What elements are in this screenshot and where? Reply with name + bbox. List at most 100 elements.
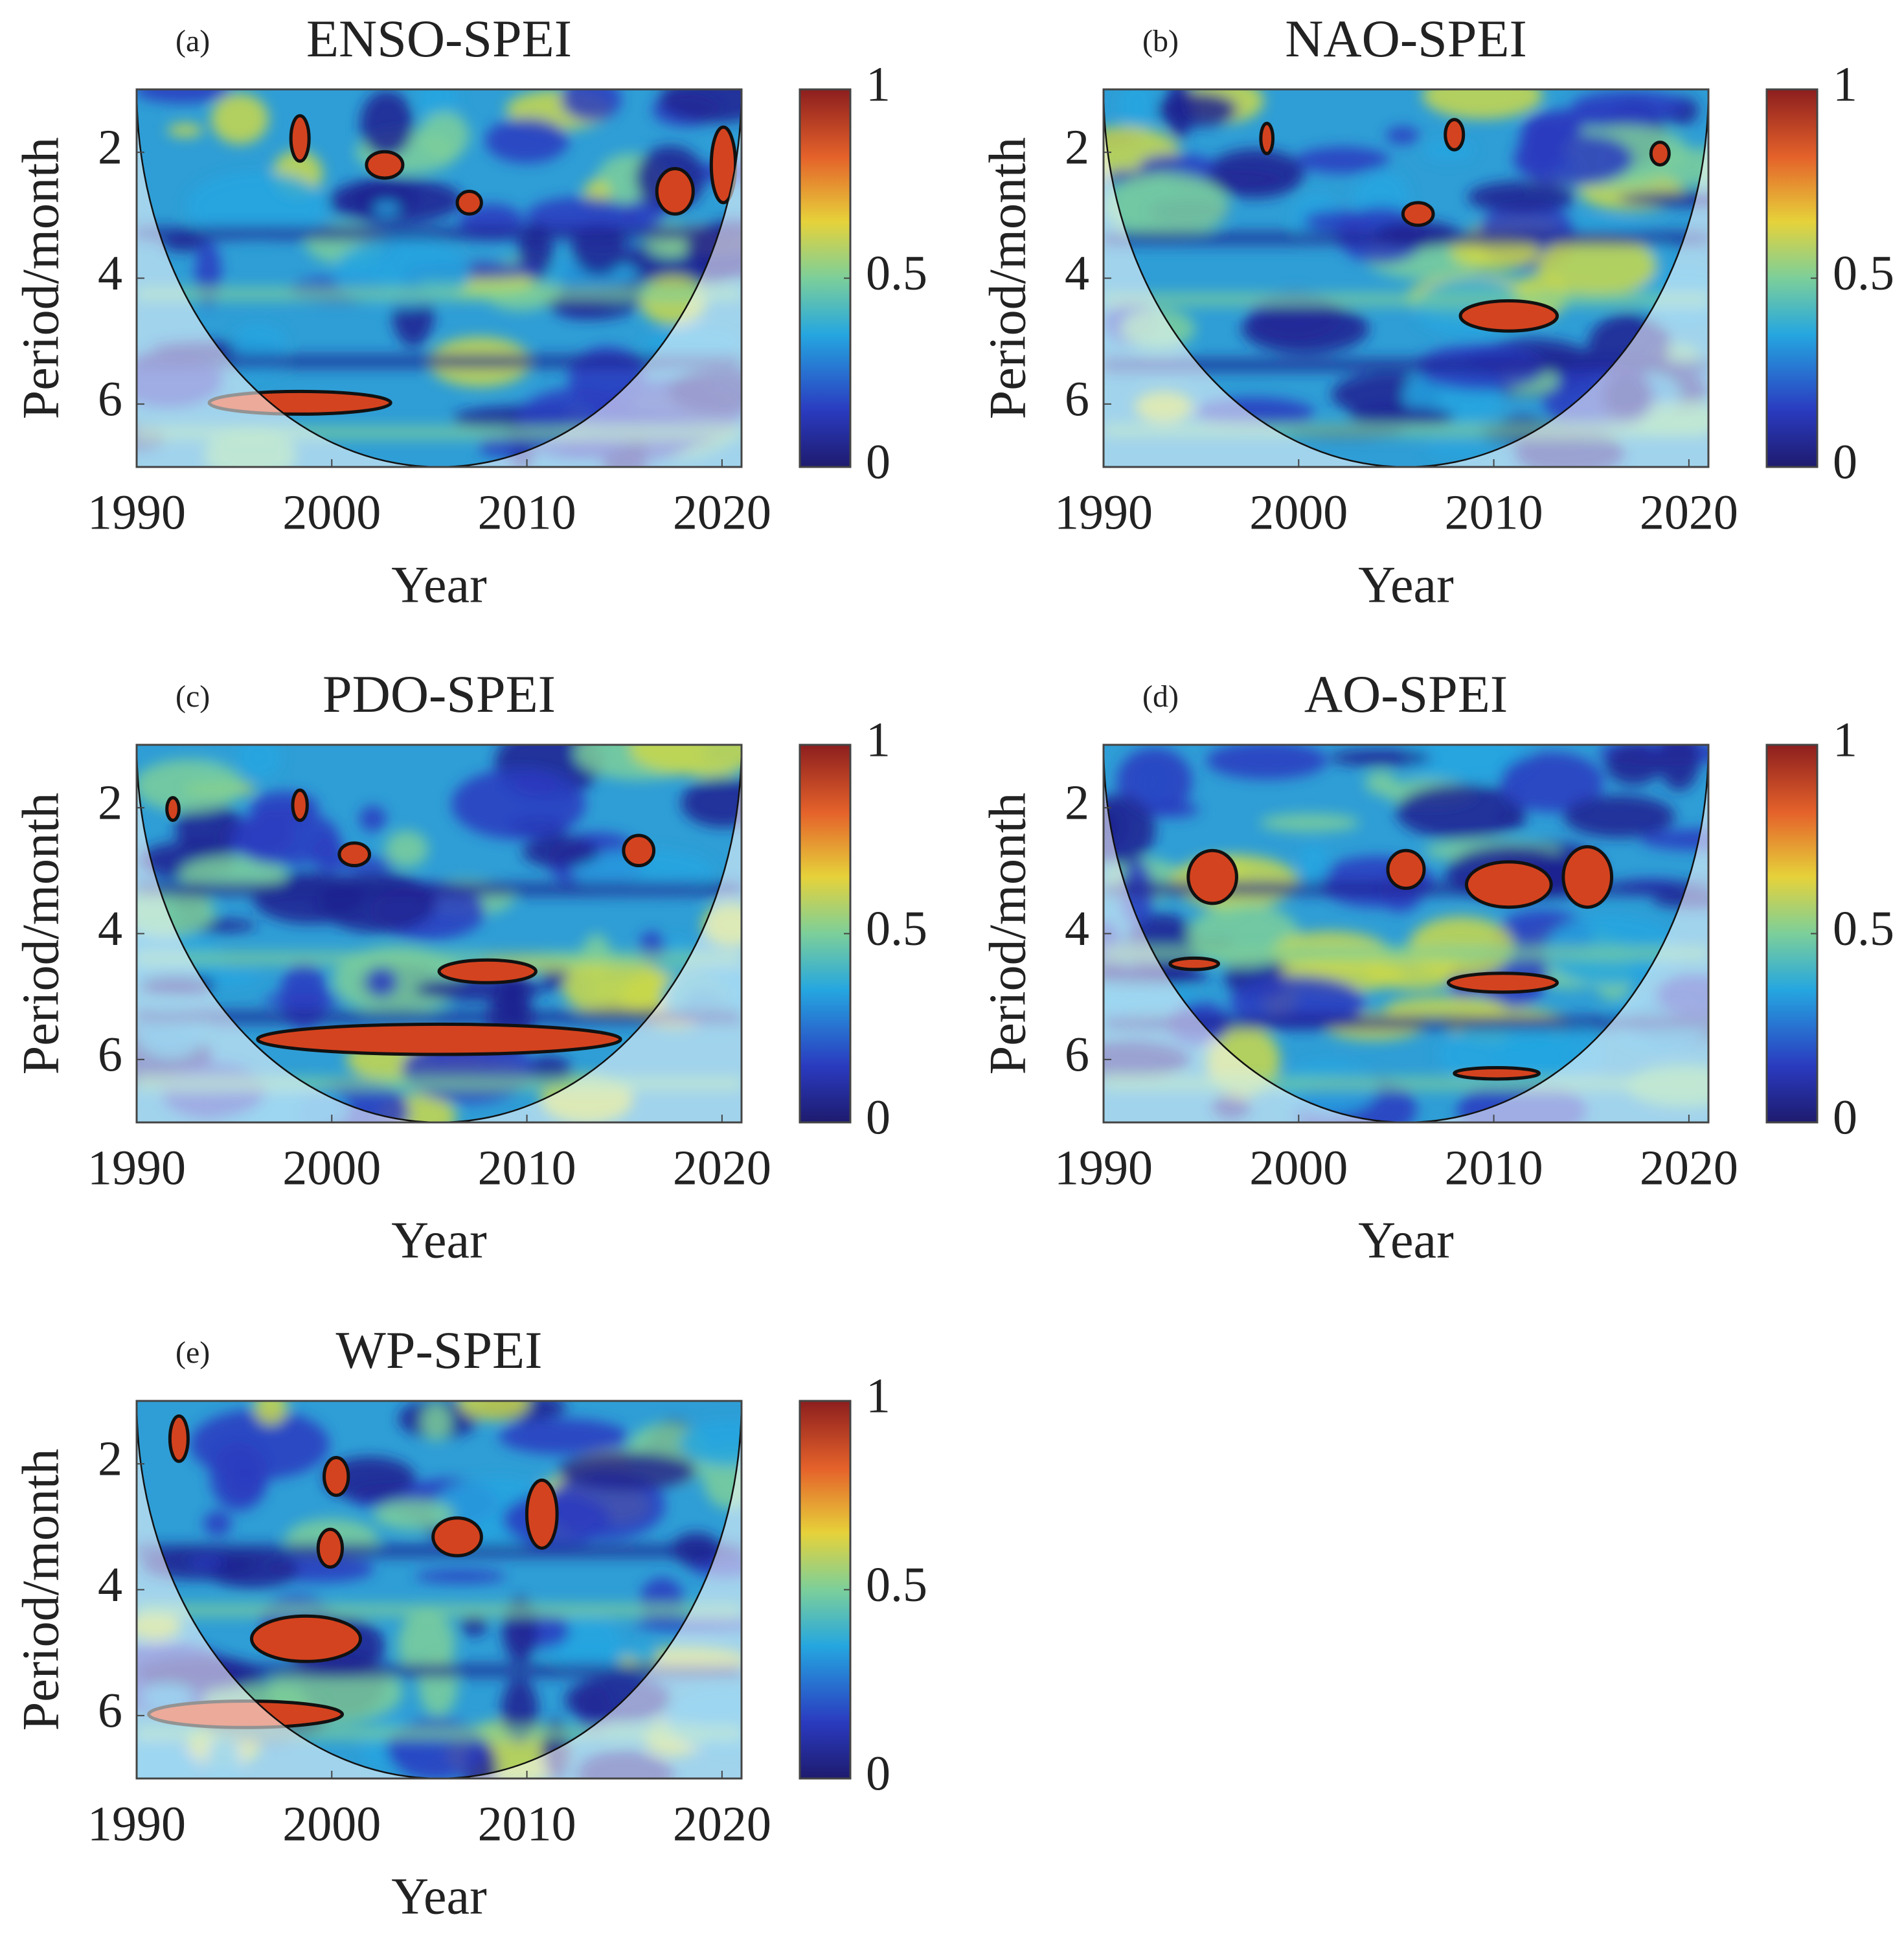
x-tick-label: 2010 — [478, 1797, 576, 1851]
field-blob — [560, 89, 622, 122]
colorbar — [799, 88, 852, 468]
cone-of-influence — [1104, 745, 1708, 1122]
field-blob — [1348, 407, 1455, 427]
x-axis-label: Year — [1358, 556, 1453, 613]
field-band — [137, 1603, 742, 1618]
significant-region — [1649, 141, 1671, 167]
field-blob — [1499, 752, 1604, 813]
field-band — [137, 286, 742, 301]
panel: 1990 2000 2010 2020 2 4 6 Year Period/month (c) PD… — [12, 665, 927, 1269]
field-blob — [210, 93, 269, 144]
colorbar-tick-label: 1 — [866, 1369, 890, 1423]
significant-region — [455, 189, 483, 216]
chart-title: PDO-SPEI — [323, 665, 556, 723]
field-band — [137, 226, 742, 241]
field-blob — [457, 1401, 530, 1421]
field-blob — [414, 1569, 506, 1583]
field-blob — [1467, 181, 1576, 213]
colorbar-tick-label: 0 — [866, 1090, 890, 1144]
field-blob — [1385, 126, 1420, 144]
chart-title: AO-SPEI — [1304, 665, 1508, 723]
field-blob — [1104, 795, 1156, 866]
field-blob — [1424, 441, 1486, 456]
significant-region — [1386, 848, 1426, 891]
field-blob — [522, 836, 599, 868]
field-blob — [526, 197, 637, 235]
significant-region — [256, 1022, 622, 1056]
coherence-field — [137, 745, 742, 1122]
significant-region — [1401, 201, 1435, 227]
significant-region — [168, 1414, 190, 1463]
field-blob — [1259, 813, 1360, 832]
field-blob — [631, 1642, 659, 1663]
field-blob — [190, 1409, 330, 1480]
field-blob — [167, 123, 203, 137]
cone-shade — [1104, 89, 1708, 467]
colorbar-tick-label: 1 — [866, 712, 890, 767]
cone-of-influence — [1104, 89, 1708, 467]
y-tick-label: 6 — [98, 1683, 122, 1738]
cone-of-influence — [137, 1401, 742, 1778]
field-band — [1104, 946, 1708, 960]
x-axis-label: Year — [1358, 1212, 1453, 1269]
field-blob — [137, 89, 232, 104]
field-blob — [373, 201, 400, 215]
cone-shade — [1104, 745, 1708, 1122]
chart-title: ENSO-SPEI — [306, 9, 572, 68]
field-blob — [1156, 92, 1238, 127]
panel-label: (c) — [176, 679, 210, 714]
x-tick-label: 2010 — [478, 1141, 576, 1195]
chart-title: WP-SPEI — [336, 1321, 543, 1380]
panel: 1990 2000 2010 2020 2 4 6 Year Period/month (b) NA… — [979, 9, 1894, 614]
field-blob — [513, 771, 560, 795]
x-tick-label: 2010 — [478, 485, 576, 540]
colorbar-tick-label: 1 — [866, 57, 890, 111]
field-blob — [229, 809, 339, 866]
field-band — [1104, 358, 1708, 372]
field-blob — [659, 89, 742, 123]
significant-region — [289, 114, 311, 163]
field-blob — [1118, 89, 1155, 131]
panel-label: (e) — [176, 1335, 210, 1370]
y-axis-label: Period/month — [979, 137, 1036, 420]
y-tick-label: 2 — [98, 776, 122, 830]
field-blob — [254, 1401, 288, 1425]
significant-region — [1259, 121, 1275, 155]
field-band — [1104, 1016, 1708, 1030]
field-blob — [365, 967, 398, 997]
x-axis-label: Year — [391, 556, 486, 613]
field-blob — [629, 745, 742, 775]
y-tick-label: 4 — [98, 1558, 122, 1612]
colorbar-tick-label: 0 — [1833, 435, 1857, 489]
colorbar-tick-label: 0 — [866, 435, 890, 489]
panel: 1990 2000 2010 2020 2 4 6 Year Period/month (a) EN… — [12, 9, 927, 614]
colorbar — [1765, 744, 1819, 1124]
field-blob — [317, 872, 436, 933]
significant-region — [323, 1455, 350, 1497]
field-blob — [679, 1420, 742, 1466]
x-tick-label: 2020 — [673, 485, 771, 540]
colorbar — [799, 1400, 852, 1780]
field-blob — [558, 1451, 697, 1491]
x-tick-label: 2010 — [1445, 485, 1543, 540]
y-axis-label: Period/month — [12, 137, 69, 420]
significant-region — [431, 1516, 483, 1558]
y-tick-label: 6 — [98, 1027, 122, 1082]
field-blob — [186, 171, 328, 243]
colorbar-tick-label: 1 — [1833, 712, 1857, 767]
field-blob — [1402, 745, 1533, 782]
field-blob — [1384, 996, 1508, 1022]
significant-region — [291, 788, 309, 823]
colorbar-tick-label: 1 — [1833, 57, 1857, 111]
significant-region — [437, 958, 538, 984]
field-band — [137, 354, 742, 369]
x-tick-label: 2000 — [1249, 1141, 1348, 1195]
field-blob — [175, 802, 244, 854]
field-blob — [189, 1554, 225, 1569]
field-band — [137, 1010, 742, 1025]
significant-region — [525, 1478, 559, 1550]
significant-region — [1453, 1065, 1541, 1081]
x-tick-label: 2000 — [282, 485, 381, 540]
field-blob — [1299, 843, 1330, 885]
field-blob — [563, 957, 668, 1018]
